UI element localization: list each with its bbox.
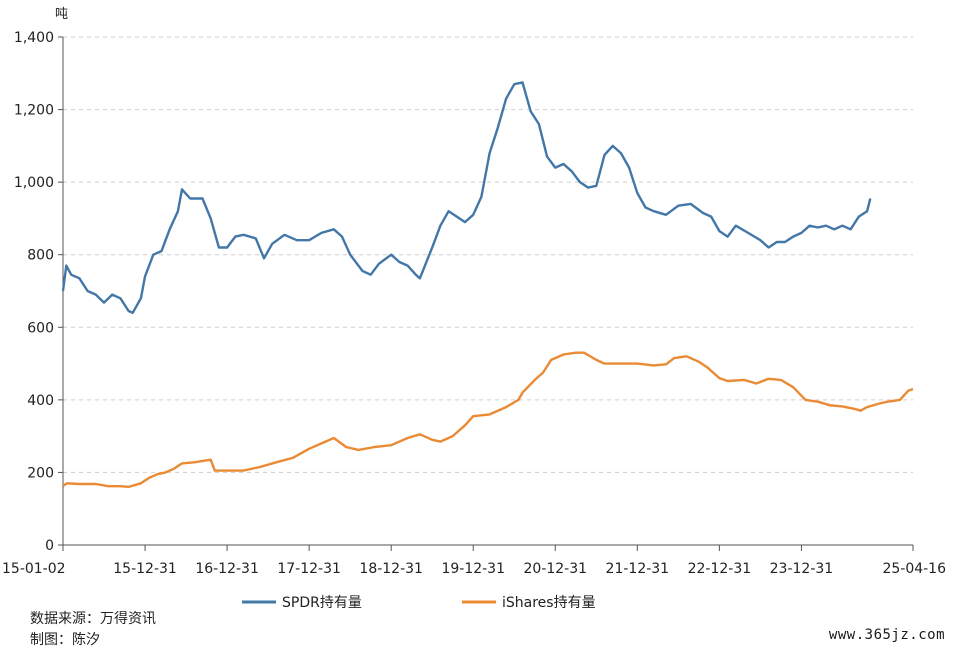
- y-tick-label: 800: [27, 248, 54, 264]
- y-tick-label: 1,200: [14, 103, 54, 119]
- x-tick-label: 21-12-31: [606, 561, 670, 577]
- y-axis-ticks: 0 200 400 600 800 1,000 1,200 1,400: [14, 30, 63, 554]
- x-tick-label: 20-12-31: [524, 561, 588, 577]
- x-tick-label: 15-01-02: [2, 561, 66, 577]
- y-tick-label: 600: [27, 320, 54, 336]
- x-tick-label: 18-12-31: [359, 561, 423, 577]
- x-tick-label: 16-12-31: [195, 561, 259, 577]
- y-axis-unit-label: 吨: [55, 7, 68, 22]
- x-tick-label: 17-12-31: [277, 561, 341, 577]
- legend-label-spdr: SPDR持有量: [282, 595, 362, 611]
- legend-label-ishares: iShares持有量: [502, 595, 596, 611]
- x-tick-label: 19-12-31: [441, 561, 505, 577]
- y-tick-label: 1,400: [14, 30, 54, 46]
- x-tick-label: 23-12-31: [770, 561, 834, 577]
- y-tick-label: 1,000: [14, 175, 54, 191]
- y-tick-label: 200: [27, 465, 54, 481]
- x-tick-label: 15-12-31: [113, 561, 177, 577]
- author-note: 制图：陈汐: [30, 632, 100, 648]
- x-axis-ticks: 15-01-02 15-12-31 16-12-31 17-12-31 18-12-31…: [2, 545, 946, 577]
- site-watermark: www.365jz.com: [828, 627, 945, 643]
- series-line-ishares: [62, 351, 914, 489]
- y-tick-label: 400: [27, 393, 54, 409]
- y-tick-label: 0: [45, 538, 54, 554]
- x-tick-label: 22-12-31: [688, 561, 752, 577]
- legend: SPDR持有量 iShares持有量: [242, 595, 596, 611]
- series-line-spdr: [61, 81, 872, 314]
- x-tick-label: 25-04-16: [882, 561, 946, 577]
- series-lines: [61, 81, 914, 489]
- data-source-note: 数据来源：万得资讯: [30, 611, 156, 627]
- gridlines: [63, 36, 913, 473]
